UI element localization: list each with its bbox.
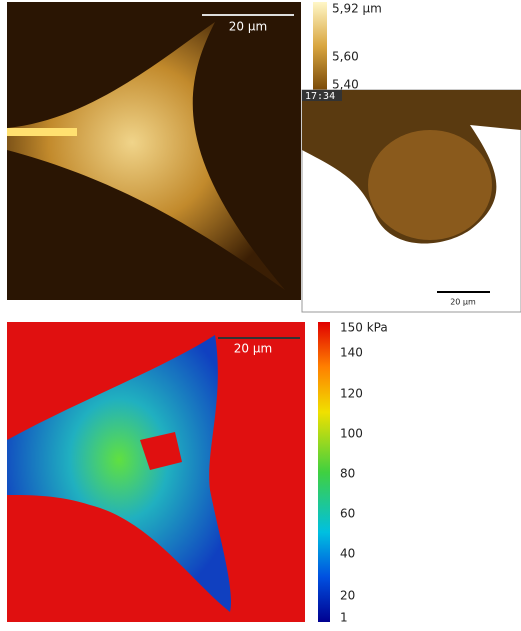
streak <box>7 128 77 136</box>
colorbar-label: 100 <box>340 427 363 441</box>
colorbar-label: 40 <box>340 547 355 561</box>
colorbar-label: 5,60 <box>332 50 359 64</box>
figure: 20 µm 5,92 µm 5,60 5,40 17:34 20 µm 20 µ… <box>0 0 521 627</box>
colorbar-label: 20 <box>340 589 355 603</box>
colorbar-label: 1 <box>340 611 348 625</box>
inset-nucleus <box>368 130 492 240</box>
page: {"panels": [ {"scale_bar": "20 µm", "col… <box>0 0 521 627</box>
colorbar-label: 80 <box>340 467 355 481</box>
colorbar <box>313 2 327 90</box>
colorbar-label: 5,40 <box>332 78 359 92</box>
colorbar-label: 60 <box>340 507 355 521</box>
colorbar-label: 5,92 µm <box>332 2 382 16</box>
body: 20 µm 5,92 µm 5,60 5,40 17:34 20 µm 20 µ… <box>0 0 521 627</box>
colorbar-label: 140 <box>340 346 363 360</box>
colorbar <box>318 322 330 622</box>
colorbar-label: 120 <box>340 387 363 401</box>
inset-scale-label: 20 µm <box>450 298 476 307</box>
scale-bar-label: 20 µm <box>234 342 272 356</box>
scale-bar-label: 20 µm <box>229 20 267 34</box>
colorbar-label: 150 kPa <box>340 321 388 335</box>
timestamp: 17:34 <box>305 91 335 102</box>
